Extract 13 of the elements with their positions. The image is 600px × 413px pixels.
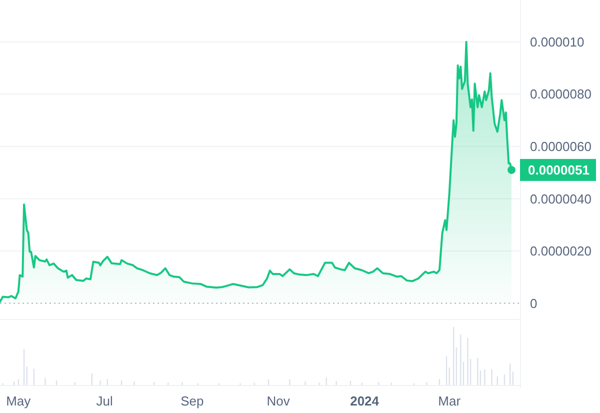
- y-tick-label: 0: [530, 296, 538, 311]
- y-tick-label: 0.000010: [530, 34, 584, 50]
- x-tick-label: 2024: [350, 394, 380, 409]
- y-tick-label: 0.0000020: [530, 244, 592, 259]
- x-tick-label: May: [6, 394, 32, 409]
- annotation: 0.0000051: [528, 162, 590, 178]
- y-tick-label: 0.0000040: [530, 191, 592, 206]
- x-tick-label: Sep: [180, 394, 204, 409]
- x-tick-label: Jul: [96, 394, 113, 409]
- x-tick-label: Nov: [266, 394, 290, 409]
- y-tick-label: 0.0000060: [530, 138, 592, 154]
- y-tick-label: 0.0000080: [530, 86, 592, 102]
- x-tick-label: Mar: [438, 394, 462, 409]
